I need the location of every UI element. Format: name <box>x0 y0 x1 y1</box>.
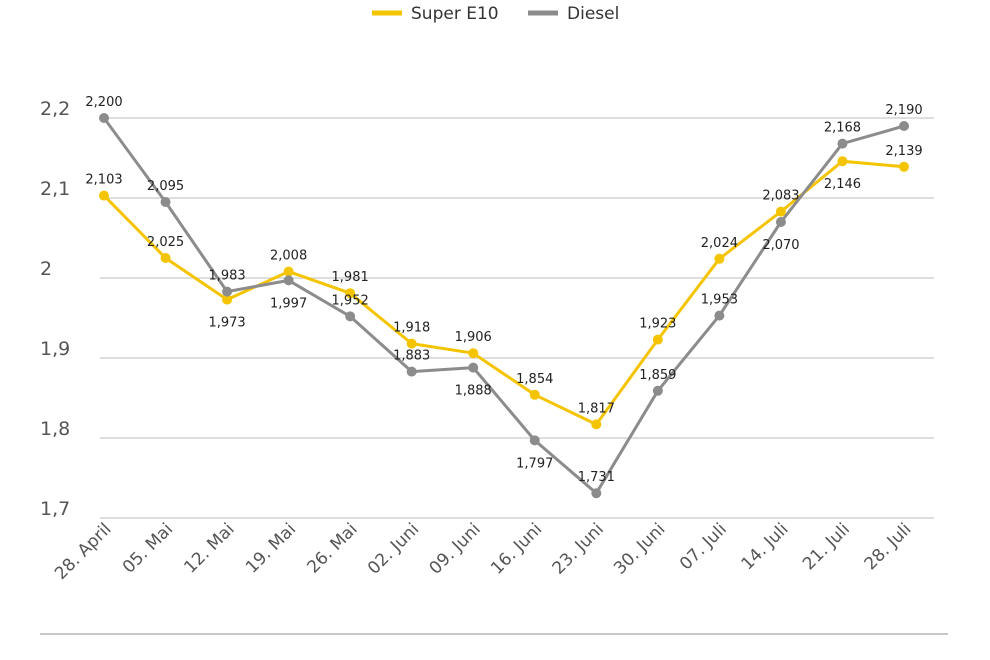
data-label: 1,983 <box>208 269 245 284</box>
data-point <box>529 389 540 400</box>
data-label: 2,190 <box>885 103 922 118</box>
data-point <box>99 190 109 201</box>
x-tick-label: 21. Juli <box>799 519 854 574</box>
data-point <box>714 310 725 321</box>
data-point <box>775 206 786 217</box>
data-point <box>775 217 786 227</box>
x-tick-label: 28. April <box>51 519 116 584</box>
data-point <box>714 253 725 264</box>
series-line <box>102 159 905 426</box>
data-label: 2,103 <box>85 173 122 188</box>
data-point <box>652 385 663 396</box>
data-point <box>652 334 663 345</box>
data-point <box>529 435 540 446</box>
data-label: 2,200 <box>85 95 122 110</box>
x-tick-label: 19. Mai <box>242 519 300 577</box>
data-label: 1,859 <box>639 368 676 383</box>
x-tick-label: 26. Mai <box>304 519 362 577</box>
data-point <box>345 311 356 322</box>
data-point <box>160 253 171 263</box>
y-tick-label: 1,8 <box>40 418 70 440</box>
data-label: 1,854 <box>516 372 553 387</box>
data-point <box>837 138 848 149</box>
series-group <box>99 113 909 499</box>
data-label: 2,008 <box>270 249 307 264</box>
data-point <box>160 197 171 207</box>
data-label: 2,083 <box>762 189 799 204</box>
y-tick-label: 1,7 <box>40 498 70 520</box>
data-label: 2,070 <box>762 238 799 253</box>
data-label: 1,923 <box>639 317 676 332</box>
data-label: 2,139 <box>885 144 922 159</box>
data-point <box>283 275 294 286</box>
x-tick-label: 05. Mai <box>119 519 177 577</box>
data-label: 2,168 <box>824 121 861 136</box>
legend-label: Super E10 <box>411 4 499 24</box>
data-point <box>899 121 909 131</box>
data-label: 1,888 <box>455 384 492 399</box>
data-label: 1,731 <box>578 470 615 485</box>
data-label: 1,797 <box>516 456 553 471</box>
data-point <box>283 266 294 277</box>
data-point <box>406 338 417 349</box>
data-label: 1,981 <box>332 270 369 285</box>
data-point <box>345 288 356 299</box>
x-tick-label: 07. Juli <box>676 519 731 574</box>
x-tick-label: 12. Mai <box>180 519 238 577</box>
data-label: 1,906 <box>455 330 492 345</box>
data-label: 1,883 <box>393 349 430 364</box>
x-axis-ticks: 28. April 05. Mai 12. Mai 19. Mai 26. Mai 02.… <box>51 519 916 584</box>
y-tick-label: 2 <box>40 258 52 280</box>
gridlines <box>100 117 934 519</box>
legend: Super E10 Diesel <box>372 4 619 24</box>
y-tick-label: 2,2 <box>40 98 70 120</box>
x-tick-label: 30. Juni <box>610 519 669 578</box>
data-point <box>591 419 602 430</box>
y-tick-label: 2,1 <box>40 178 70 200</box>
data-labels-group: 2,103 2,025 1,973 2,008 1,981 1,918 1,906 1,854… <box>85 95 922 485</box>
data-point <box>468 348 479 359</box>
data-label: 1,953 <box>701 293 738 308</box>
series-line <box>102 117 905 495</box>
data-label: 2,024 <box>701 236 738 251</box>
data-point <box>406 366 417 377</box>
data-point <box>99 113 109 123</box>
data-label: 1,918 <box>393 321 430 336</box>
y-tick-label: 1,9 <box>40 338 70 360</box>
data-label: 2,146 <box>824 177 861 192</box>
data-label: 2,095 <box>147 179 184 194</box>
x-tick-label: 28. Juli <box>861 519 916 574</box>
data-point <box>468 362 479 373</box>
x-tick-label: 23. Juni <box>549 519 608 578</box>
data-label: 1,817 <box>578 401 615 416</box>
data-label: 1,997 <box>270 296 307 311</box>
x-tick-label: 14. Juli <box>738 519 793 574</box>
y-axis-ticks: 1,7 1,8 1,9 2 2,1 2,2 <box>40 98 70 520</box>
data-point <box>222 294 233 305</box>
data-label: 1,973 <box>208 316 245 331</box>
legend-label: Diesel <box>567 4 619 24</box>
data-label: 1,952 <box>332 293 369 308</box>
x-tick-label: 02. Juni <box>364 519 423 578</box>
x-tick-label: 16. Juni <box>487 519 546 578</box>
data-point <box>222 286 233 297</box>
data-point <box>899 161 909 172</box>
data-point <box>837 156 848 167</box>
data-label: 2,025 <box>147 235 184 250</box>
data-point <box>591 488 602 499</box>
x-tick-label: 09. Juni <box>426 519 485 578</box>
